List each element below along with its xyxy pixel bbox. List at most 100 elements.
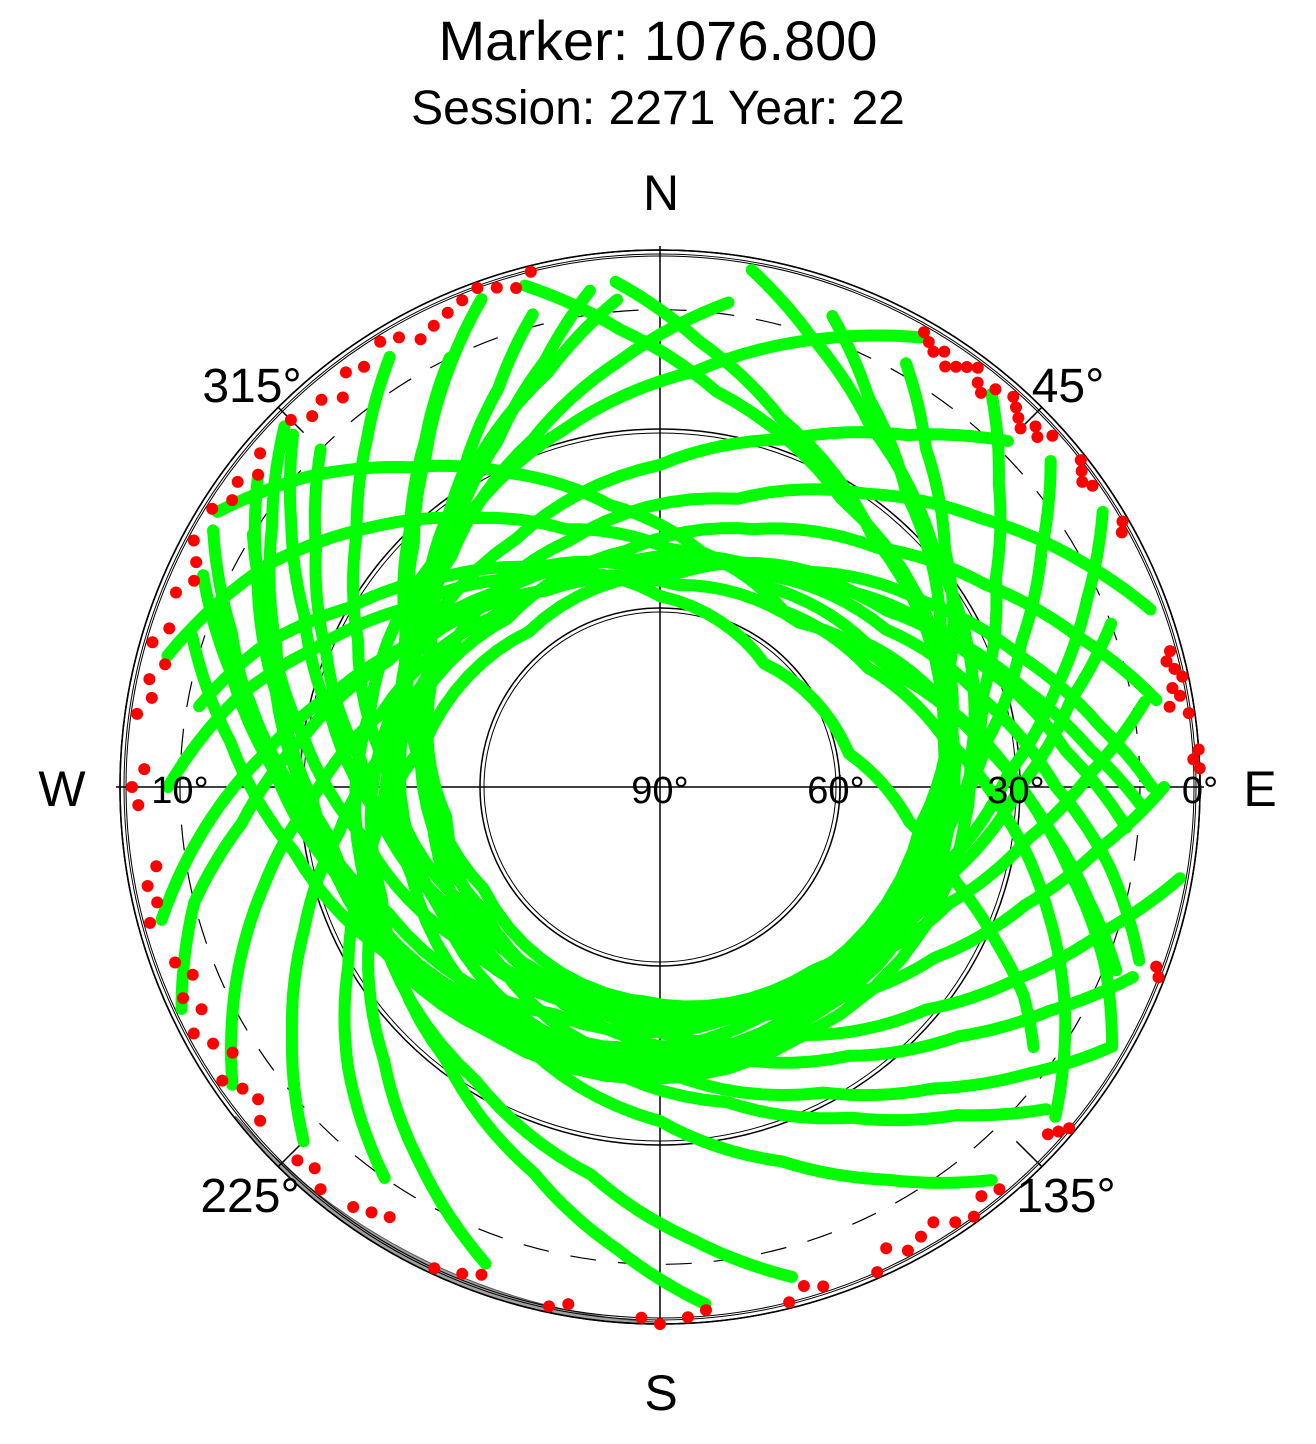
cardinal-west-label: W — [38, 761, 86, 817]
flagged-point — [254, 1114, 267, 1127]
flagged-point — [939, 360, 952, 373]
flagged-point — [1116, 515, 1129, 528]
azimuth-label-45: 45° — [1032, 360, 1105, 413]
flagged-point — [146, 636, 159, 649]
satellite-tracks — [155, 263, 1186, 1311]
flagged-point — [308, 1162, 321, 1175]
flagged-point — [236, 1082, 249, 1095]
flagged-point — [393, 331, 405, 344]
flagged-point — [654, 1318, 666, 1330]
flagged-point — [306, 410, 319, 423]
flagged-point — [187, 534, 200, 547]
flagged-point — [126, 781, 138, 793]
flagged-point — [315, 393, 328, 406]
flagged-point — [817, 1280, 830, 1293]
flagged-point — [1176, 670, 1189, 683]
flagged-point — [1160, 655, 1173, 668]
satellite-track — [283, 428, 1109, 1013]
flagged-point — [490, 281, 503, 294]
flagged-point — [226, 1046, 239, 1059]
satellite-track — [207, 263, 981, 1086]
flagged-point — [1014, 422, 1027, 435]
satellite-track — [186, 387, 1007, 1065]
flagged-point — [1115, 526, 1128, 539]
flagged-point — [291, 1154, 304, 1167]
flagged-point — [922, 336, 935, 348]
flagged-point — [231, 475, 244, 488]
flagged-point — [1052, 1125, 1065, 1138]
flagged-point — [927, 345, 940, 358]
flagged-point — [143, 673, 156, 686]
flagged-point — [1041, 1128, 1054, 1141]
elevation-label-30: 30° — [987, 770, 1044, 812]
flagged-point — [188, 574, 201, 587]
flagged-point — [151, 896, 164, 909]
satellite-track — [338, 556, 1158, 1184]
flagged-point — [365, 1206, 378, 1219]
azimuth-label-225: 225° — [200, 1170, 299, 1223]
flagged-point — [871, 1266, 884, 1279]
flagged-point — [427, 319, 440, 332]
flagged-point — [428, 1262, 441, 1275]
flagged-point — [543, 1300, 555, 1313]
flagged-point — [1187, 753, 1200, 766]
flagged-point — [177, 992, 190, 1005]
flagged-point — [414, 333, 427, 346]
flagged-point — [1192, 743, 1205, 756]
flagged-point — [1007, 390, 1020, 403]
flagged-point — [471, 282, 484, 294]
flagged-point — [1193, 762, 1206, 775]
cardinal-east-label: E — [1243, 761, 1276, 817]
satellite-track — [263, 279, 962, 1079]
flagged-point — [1150, 960, 1163, 973]
flagged-point — [314, 1183, 327, 1196]
flagged-point — [918, 326, 930, 339]
flagged-point — [562, 1298, 575, 1311]
flagged-point — [1031, 431, 1044, 443]
flagged-point — [131, 707, 144, 720]
flagged-point — [960, 361, 973, 373]
flagged-point — [1063, 1122, 1076, 1135]
flagged-point — [1163, 700, 1176, 713]
flagged-point — [510, 282, 523, 294]
flagged-point — [635, 1311, 648, 1324]
azimuth-tick-135 — [1015, 1140, 1043, 1168]
flagged-point — [1076, 475, 1089, 488]
chart-title: Marker: 1076.800 — [439, 9, 878, 72]
flagged-point — [993, 1183, 1006, 1196]
flagged-point — [1086, 479, 1099, 492]
flagged-point — [339, 366, 352, 379]
flagged-point — [975, 386, 987, 399]
flagged-point — [206, 502, 219, 515]
satellite-track — [397, 352, 1170, 1026]
flagged-point — [132, 799, 145, 812]
elevation-label-0: 0° — [1182, 770, 1218, 812]
flagged-point — [195, 1003, 208, 1016]
flagged-point — [374, 335, 387, 348]
flagged-point — [216, 1074, 229, 1087]
flagged-point — [949, 1216, 962, 1229]
satellite-track — [175, 551, 1146, 1015]
flagged-point — [1152, 971, 1165, 984]
chart-subtitle: Session: 2271 Year: 22 — [411, 82, 905, 135]
flagged-point — [967, 1210, 980, 1223]
cardinal-south-label: S — [644, 1365, 677, 1421]
flagged-point — [524, 265, 537, 278]
flagged-point — [927, 1216, 940, 1229]
flagged-point — [456, 294, 469, 307]
flagged-point — [252, 468, 265, 481]
flagged-point — [358, 360, 370, 373]
flagged-point — [1168, 662, 1181, 675]
flagged-point — [915, 1230, 927, 1243]
flagged-point — [475, 1268, 488, 1281]
flagged-point — [190, 556, 203, 569]
flagged-point — [186, 968, 199, 981]
azimuth-label-135: 135° — [1016, 1170, 1115, 1223]
flagged-point — [347, 1201, 360, 1213]
flagged-point — [1012, 411, 1025, 424]
flagged-point — [187, 1027, 200, 1040]
flagged-point — [681, 1311, 694, 1324]
flagged-point — [783, 1296, 796, 1309]
flagged-point — [252, 1093, 265, 1106]
flagged-point — [441, 306, 454, 319]
